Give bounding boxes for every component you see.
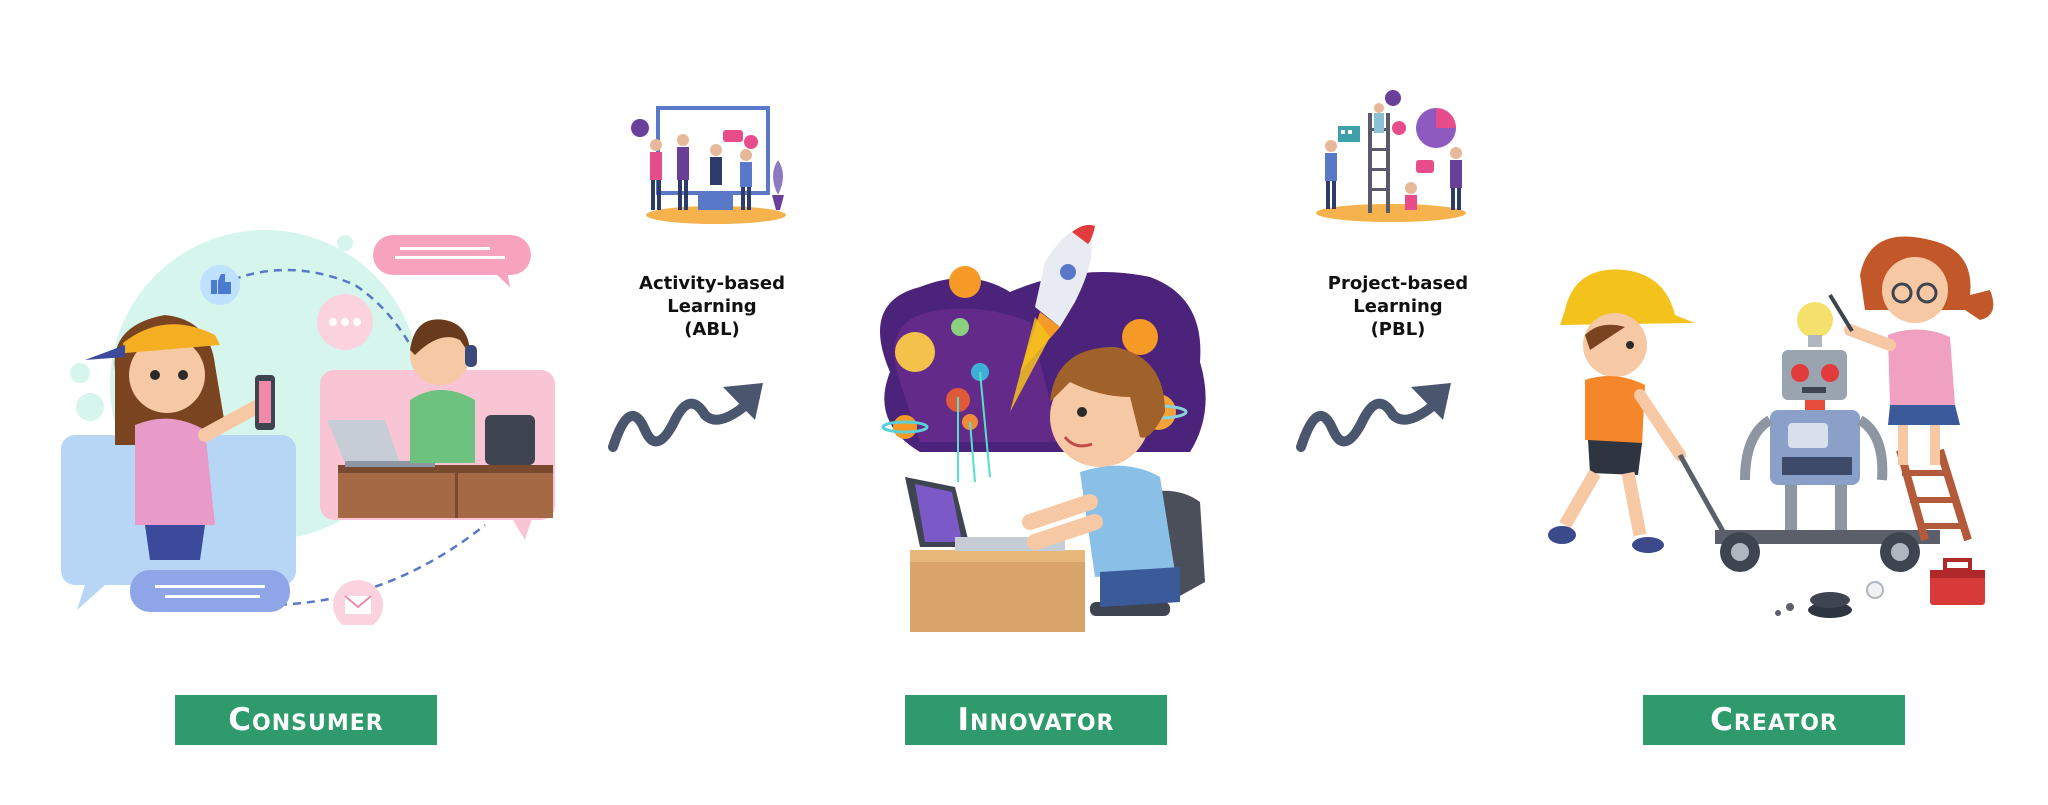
- arrow-icon: [608, 383, 763, 452]
- abl-line-2: Learning: [667, 296, 757, 317]
- pbl-line-2: Learning: [1353, 296, 1443, 317]
- consumer-illustration: [61, 230, 555, 625]
- pbl-line-1: Project-based: [1327, 273, 1469, 294]
- pbl-method-label: Project-based Learning (PBL): [1298, 272, 1498, 341]
- innovator-illustration: [880, 224, 1206, 632]
- abl-method-label: Activity-based Learning (ABL): [612, 272, 812, 341]
- pbl-team-icon: [1316, 90, 1466, 222]
- abl-line-3: (ABL): [684, 319, 740, 340]
- pbl-line-3: (PBL): [1370, 319, 1426, 340]
- abl-team-icon: [631, 106, 786, 224]
- arrow-icon: [1296, 383, 1451, 452]
- abl-line-1: Activity-based: [639, 273, 785, 294]
- stage-label-consumer: Consumer: [175, 695, 437, 745]
- stage-label-innovator: Innovator: [905, 695, 1167, 745]
- creator-illustration: [1548, 236, 1994, 618]
- stage-label-creator: Creator: [1643, 695, 1905, 745]
